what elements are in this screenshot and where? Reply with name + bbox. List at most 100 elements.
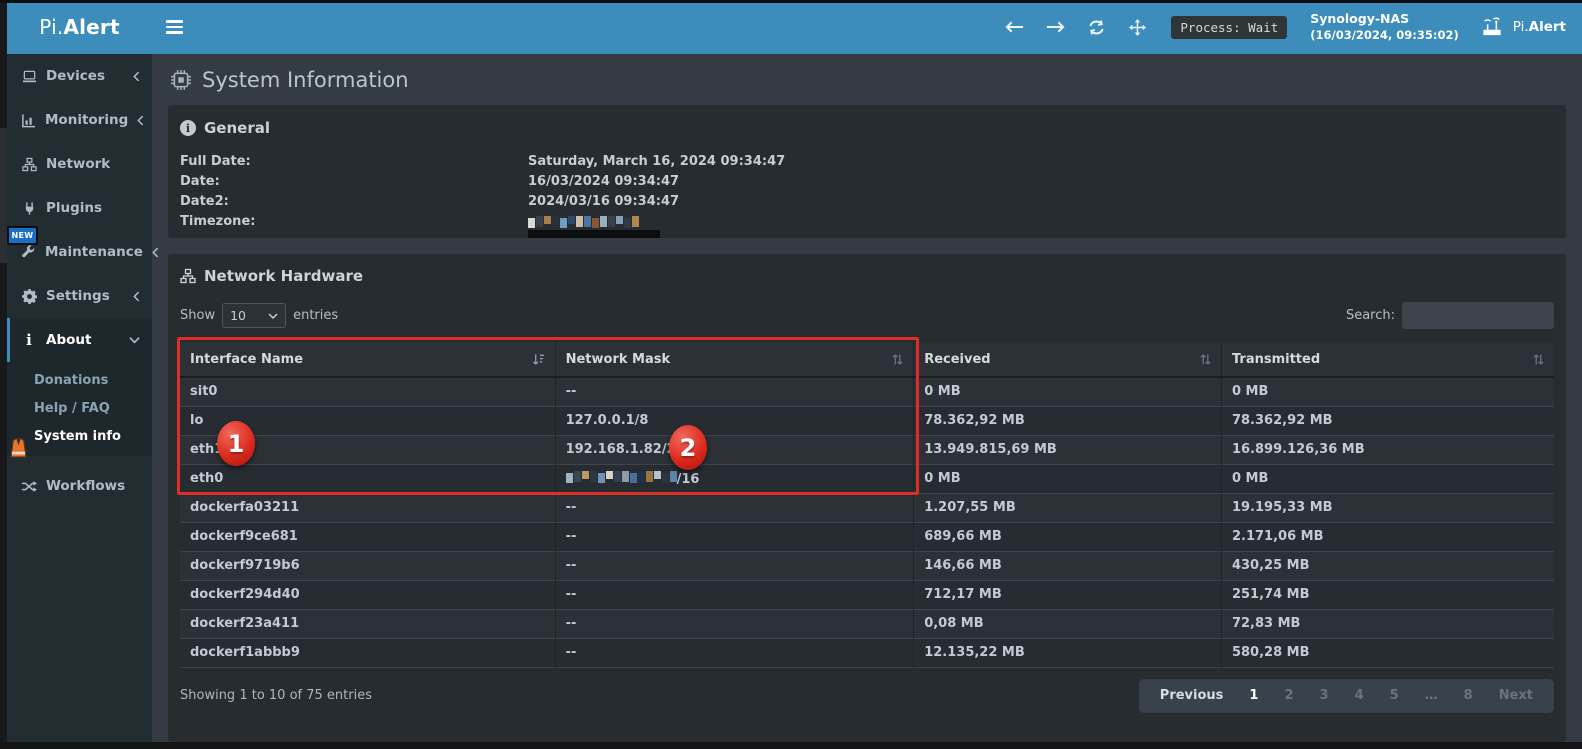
table-footer: Showing 1 to 10 of 75 entries Previous 1… <box>180 678 1554 713</box>
page-length-select[interactable]: 10 <box>222 303 287 328</box>
cell-received: 0,08 MB <box>913 609 1222 638</box>
main-content: System Information i General Full Date: … <box>152 54 1582 749</box>
wrench-icon <box>21 244 36 260</box>
nav-back-button[interactable] <box>1001 14 1027 40</box>
network-icon <box>21 157 37 172</box>
kv-label: Date2: <box>180 193 229 209</box>
sidebar-item-devices[interactable]: Devices <box>7 54 152 98</box>
sidebar-item-about[interactable]: i About <box>7 318 152 362</box>
cell-interface: dockerf23a411 <box>190 616 300 631</box>
general-rows: Full Date: Saturday, March 16, 2024 09:3… <box>180 151 1554 231</box>
general-row-timezone: Timezone: <box>180 211 1554 231</box>
nav-forward-button[interactable] <box>1042 14 1068 40</box>
sidebar-item-workflows[interactable]: Workflows <box>7 464 152 508</box>
column-header-network-mask[interactable]: Network Mask <box>554 342 914 378</box>
sidebar-item-monitoring[interactable]: Monitoring <box>7 98 152 142</box>
cell-received: 13.949.815,69 MB <box>913 435 1222 464</box>
kv-value: 16/03/2024 09:34:47 <box>528 173 680 189</box>
table-row: dockerf9ce681 -- 689,66 MB 2.171,06 MB <box>180 522 1554 551</box>
sidebar-item-label: About <box>46 332 92 348</box>
cell-transmitted: 251,74 MB <box>1220 580 1554 609</box>
sidebar-item-network[interactable]: Network <box>7 142 152 186</box>
router-icon <box>1483 17 1501 36</box>
cell-mask: -- <box>554 551 914 580</box>
sort-icon <box>1533 353 1544 366</box>
cell-mask: 192.168.1.82/24 <box>554 435 914 464</box>
hamburger-icon <box>165 20 183 34</box>
pagination: Previous 1 2 3 4 5 … 8 Next <box>1138 678 1554 713</box>
cell-received: 712,17 MB <box>913 580 1222 609</box>
kv-label: Date: <box>180 173 220 189</box>
table-row: eth0/16 0 MB 0 MB <box>180 464 1554 493</box>
cell-received: 12.135,22 MB <box>913 638 1222 667</box>
cell-interface: dockerfa03211 <box>190 500 300 515</box>
sidebar-toggle-button[interactable] <box>152 0 196 54</box>
cell-mask: -- <box>554 493 914 522</box>
pagination-page-8[interactable]: 8 <box>1463 688 1473 703</box>
refresh-button[interactable] <box>1083 14 1109 40</box>
chevron-down-icon <box>268 312 278 319</box>
cell-transmitted: 16.899.126,36 MB <box>1220 435 1554 464</box>
pagination-ellipsis: … <box>1424 688 1438 703</box>
chevron-down-icon <box>129 336 140 344</box>
cell-mask-redacted: /16 <box>554 464 914 493</box>
search-input[interactable] <box>1402 302 1554 329</box>
page-length-control: Show 10 entries <box>180 303 338 328</box>
cell-received: 689,66 MB <box>913 522 1222 551</box>
sidebar-subitem-help-faq[interactable]: Help / FAQ <box>34 400 110 416</box>
info-icon: i <box>26 331 32 349</box>
search-control: Search: <box>1346 302 1554 329</box>
arrow-left-icon <box>1005 21 1023 33</box>
pagination-next[interactable]: Next <box>1498 688 1533 703</box>
page-length-value: 10 <box>230 308 246 323</box>
table-row: dockerf9719b6 -- 146,66 MB 430,25 MB <box>180 551 1554 580</box>
sort-icon <box>1200 353 1211 366</box>
table-row: sit0 -- 0 MB 0 MB <box>180 377 1554 406</box>
sidebar-item-settings[interactable]: Settings <box>7 274 152 318</box>
pagination-page-2[interactable]: 2 <box>1284 688 1294 703</box>
sort-amount-icon <box>532 353 545 366</box>
plug-icon <box>21 201 37 216</box>
table-row: dockerf1abbb9 -- 12.135,22 MB 580,28 MB <box>180 638 1554 667</box>
sidebar-item-label: Maintenance <box>45 244 143 260</box>
column-header-interface-name[interactable]: Interface Name <box>180 342 556 378</box>
cell-interface: eth0 <box>190 471 224 486</box>
chevron-left-icon <box>133 71 140 82</box>
pagination-page-3[interactable]: 3 <box>1319 688 1329 703</box>
about-submenu: Donations Help / FAQ System info <box>7 362 152 456</box>
pagination-page-5[interactable]: 5 <box>1389 688 1399 703</box>
cell-mask: -- <box>554 377 914 406</box>
show-label: Show <box>180 308 216 323</box>
cell-transmitted: 580,28 MB <box>1220 638 1554 667</box>
sidebar-item-label: Plugins <box>46 200 103 216</box>
device-info: Synology-NAS (16/03/2024, 09:35:02) <box>1310 11 1459 42</box>
cell-received: 146,66 MB <box>913 551 1222 580</box>
move-button[interactable] <box>1124 14 1150 40</box>
table-row: eth1 192.168.1.82/24 13.949.815,69 MB 16.89… <box>180 435 1554 464</box>
arrow-right-icon <box>1046 21 1065 33</box>
sidebar-item-maintenance[interactable]: Maintenance <box>7 230 159 274</box>
sidebar-item-plugins[interactable]: Plugins <box>7 186 152 230</box>
pagination-previous[interactable]: Previous <box>1159 688 1224 703</box>
mask-redacted-mosaic <box>565 470 677 483</box>
window-top-edge <box>0 0 1582 3</box>
process-status-badge: Process: Wait <box>1171 15 1288 39</box>
pagination-page-4[interactable]: 4 <box>1354 688 1364 703</box>
table-row: dockerf23a411 -- 0,08 MB 72,83 MB <box>180 609 1554 638</box>
column-header-transmitted[interactable]: Transmitted <box>1220 342 1554 378</box>
timezone-redacted-mosaic <box>528 215 639 228</box>
sidebar-item-label: Devices <box>46 68 105 84</box>
kv-value: Saturday, March 16, 2024 09:34:47 <box>528 153 786 169</box>
sidebar-subitem-donations[interactable]: Donations <box>34 372 109 388</box>
column-header-received[interactable]: Received <box>913 342 1222 378</box>
navbar-brand[interactable]: Pi.Alert <box>1480 17 1566 37</box>
brand-suffix: Alert <box>63 15 120 39</box>
sidebar-subitem-system-info[interactable]: System info <box>34 428 121 444</box>
cell-interface: dockerf9ce681 <box>190 529 298 544</box>
chart-icon <box>21 113 36 128</box>
pagination-page-1[interactable]: 1 <box>1249 688 1259 703</box>
brand-logo[interactable]: Pi. Alert <box>7 0 152 54</box>
general-row-date2: Date2: 2024/03/16 09:34:47 <box>180 191 1554 211</box>
safety-vest-icon <box>8 438 29 463</box>
